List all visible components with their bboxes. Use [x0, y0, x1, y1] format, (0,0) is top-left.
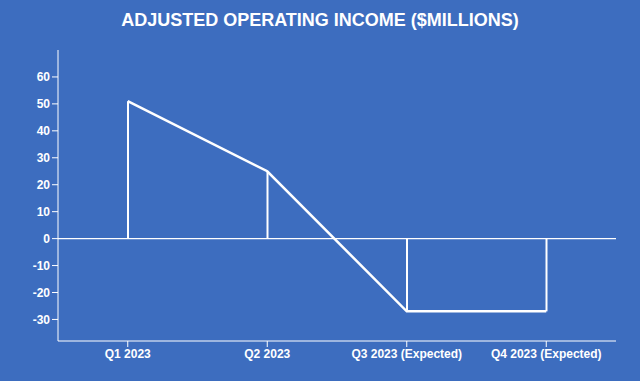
- svg-text:Q2 2023: Q2 2023: [244, 347, 290, 361]
- svg-text:40: 40: [37, 124, 51, 138]
- svg-text:20: 20: [37, 178, 51, 192]
- svg-text:Q4 2023 (Expected): Q4 2023 (Expected): [491, 347, 602, 361]
- html-text:ADJUSTED OPERATING INCOME ($MI: ADJUSTED OPERATING INCOME ($MILLIONS): [121, 10, 519, 30]
- svg-text:10: 10: [37, 205, 51, 219]
- svg-text:60: 60: [37, 70, 51, 84]
- svg-text:30: 30: [37, 151, 51, 165]
- svg-text:Q1 2023: Q1 2023: [105, 347, 151, 361]
- svg-text:Q3 2023 (Expected): Q3 2023 (Expected): [351, 347, 462, 361]
- svg-text:-10: -10: [33, 259, 51, 273]
- svg-text:50: 50: [37, 97, 51, 111]
- svg-text:-20: -20: [33, 286, 51, 300]
- svg-text:0: 0: [43, 232, 50, 246]
- svg-text:-30: -30: [33, 313, 51, 327]
